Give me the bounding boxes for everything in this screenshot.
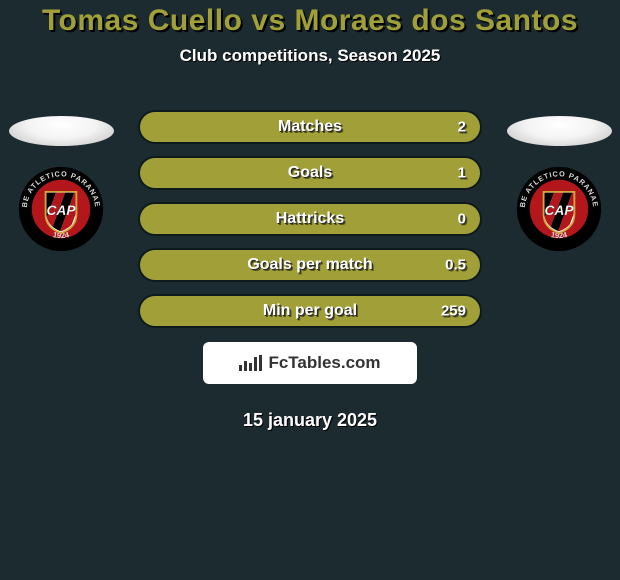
stats-area: Matches 2 Goals 1 Hattricks 0 Goals per match 0… bbox=[0, 112, 620, 326]
stat-value: 2 bbox=[458, 119, 466, 136]
stat-row: Min per goal 259 bbox=[140, 296, 480, 326]
stat-value: 1 bbox=[458, 165, 466, 182]
stat-row: Goals per match 0.5 bbox=[140, 250, 480, 280]
comparison-card: Tomas Cuello vs Moraes dos Santos Club c… bbox=[0, 0, 620, 580]
stat-row: Hattricks 0 bbox=[140, 204, 480, 234]
footer-date: 15 january 2025 bbox=[0, 410, 620, 431]
subtitle: Club competitions, Season 2025 bbox=[0, 46, 620, 66]
stat-label: Hattricks bbox=[276, 210, 344, 228]
stat-row: Matches 2 bbox=[140, 112, 480, 142]
brand-badge: FcTables.com bbox=[203, 342, 417, 384]
stat-value: 0 bbox=[458, 211, 466, 228]
stat-label: Goals bbox=[288, 164, 332, 182]
stat-row: Goals 1 bbox=[140, 158, 480, 188]
brand-text: FcTables.com bbox=[268, 353, 380, 373]
stat-label: Goals per match bbox=[247, 256, 372, 274]
stat-value: 0.5 bbox=[445, 257, 466, 274]
stat-label: Matches bbox=[278, 118, 342, 136]
stat-value: 259 bbox=[441, 303, 466, 320]
stat-label: Min per goal bbox=[263, 302, 357, 320]
page-title: Tomas Cuello vs Moraes dos Santos bbox=[0, 4, 620, 38]
bar-chart-icon bbox=[239, 355, 262, 371]
